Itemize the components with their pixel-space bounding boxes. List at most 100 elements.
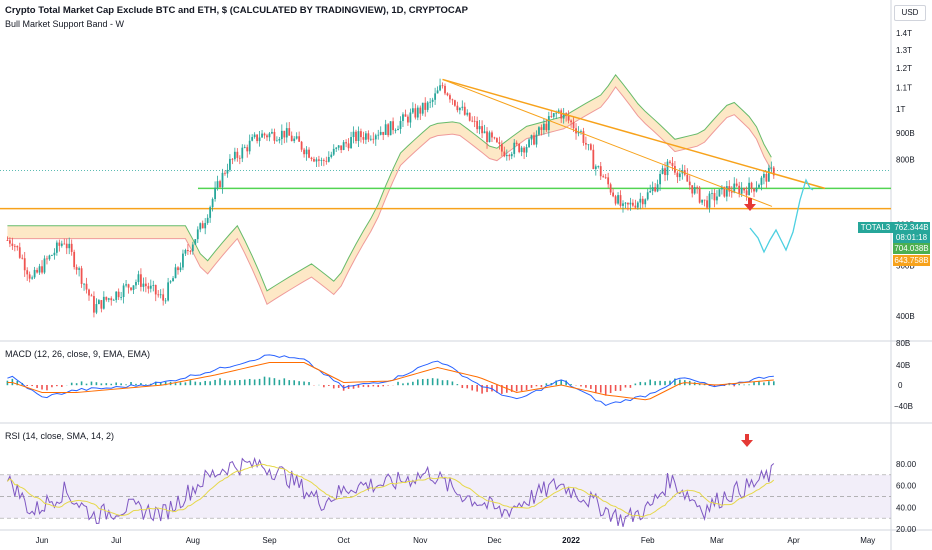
candle-body (629, 202, 632, 205)
candle-body (36, 269, 38, 273)
macd-histogram-bar (599, 385, 602, 393)
macd-histogram-bar (664, 381, 666, 386)
macd-histogram-bar (609, 385, 612, 394)
macd-histogram-bar (367, 385, 370, 388)
candle-body (214, 187, 216, 200)
projection-path[interactable] (749, 178, 814, 254)
candle-body (414, 108, 417, 118)
candle-body (204, 222, 207, 229)
candle-body (609, 184, 612, 193)
candle-body (436, 90, 439, 94)
candle-body (444, 85, 446, 94)
candle-body (209, 207, 212, 218)
candle-body (533, 135, 535, 145)
macd-histogram-bar (713, 385, 716, 388)
macd-title[interactable]: MACD (12, 26, close, 9, EMA, EMA) (5, 349, 151, 359)
time-axis-label: Jun (36, 536, 49, 545)
descending-trendline-main[interactable] (442, 78, 826, 190)
candle-body (285, 128, 288, 138)
candle-body (725, 186, 728, 197)
time-axis-label: Aug (186, 536, 200, 545)
macd-histogram-bar (674, 378, 676, 386)
indicator-title[interactable]: Bull Market Support Band - W (5, 19, 125, 29)
macd-histogram-bar (525, 385, 528, 390)
macd-histogram-bar (189, 380, 192, 386)
macd-histogram-bar (595, 385, 597, 394)
candle-body (140, 274, 142, 287)
candle-body (28, 274, 31, 279)
macd-histogram-bar (614, 385, 617, 391)
macd-histogram-bar (347, 385, 350, 389)
candle-body (345, 142, 348, 144)
rsi-tick-label: 20.00 (896, 525, 917, 534)
candle-body (221, 172, 224, 188)
candle-body (241, 147, 244, 159)
macd-histogram-bar (382, 385, 384, 387)
candle-body (602, 176, 605, 178)
macd-histogram-bar (426, 378, 429, 386)
candle-body (243, 147, 246, 148)
price-tick-label: 1.4T (896, 29, 912, 38)
currency-button[interactable]: USD (894, 5, 926, 21)
candle-body (303, 149, 305, 155)
candle-body (458, 107, 461, 111)
candle-body (760, 177, 763, 185)
candle-body (137, 274, 140, 283)
candle-body (58, 242, 61, 246)
candle-body (182, 253, 184, 268)
candle-body (540, 127, 543, 130)
time-axis-label: 2022 (562, 536, 580, 545)
macd-histogram-bar (243, 379, 246, 386)
candle-body (73, 251, 76, 268)
time-axis-label: Nov (413, 536, 427, 545)
candle-body (275, 140, 278, 142)
time-axis-label: May (860, 536, 875, 545)
candle-body (216, 181, 219, 188)
macd-histogram-bar (634, 383, 637, 386)
candle-body (641, 198, 644, 205)
candle-body (404, 114, 407, 117)
candle-body (476, 121, 479, 130)
candle-body (431, 99, 434, 102)
macd-histogram-bar (184, 382, 187, 386)
candle-body (330, 154, 333, 158)
candle-body (194, 239, 197, 245)
candle-body (364, 133, 367, 140)
candle-body (493, 137, 496, 139)
candle-body (167, 282, 170, 301)
candle-body (335, 147, 338, 149)
candle-body (651, 187, 654, 192)
candle-body (70, 243, 73, 252)
candle-body (387, 124, 390, 136)
candle-body (577, 131, 580, 134)
candle-body (503, 151, 506, 157)
candle-body (352, 131, 355, 138)
candle-body (397, 128, 399, 131)
rsi-title[interactable]: RSI (14, close, SMA, 14, 2) (5, 431, 115, 441)
candle-body (295, 136, 298, 139)
orange-level-tag: 643.758B (893, 255, 930, 266)
macd-histogram-bar (214, 379, 216, 386)
candle-body (656, 184, 659, 192)
candle-body (585, 142, 587, 145)
candle-body (379, 131, 382, 135)
candle-body (671, 162, 674, 167)
macd-histogram-bar (679, 379, 681, 386)
candle-body (713, 192, 716, 201)
candle-body (557, 110, 560, 113)
candle-body (649, 191, 652, 193)
candle-body (562, 113, 565, 119)
candle-body (384, 124, 387, 135)
macd-histogram-bar (402, 383, 404, 386)
macd-histogram-bar (377, 385, 380, 388)
descending-trendline-inner[interactable] (442, 78, 773, 207)
candle-body (730, 191, 733, 193)
candle-body (720, 186, 723, 190)
candle-body (233, 151, 236, 160)
candle-body (528, 139, 530, 148)
macd-histogram-bar (120, 383, 122, 386)
candle-body (394, 130, 397, 131)
macd-histogram-bar (308, 382, 310, 386)
candle-body (80, 268, 83, 284)
